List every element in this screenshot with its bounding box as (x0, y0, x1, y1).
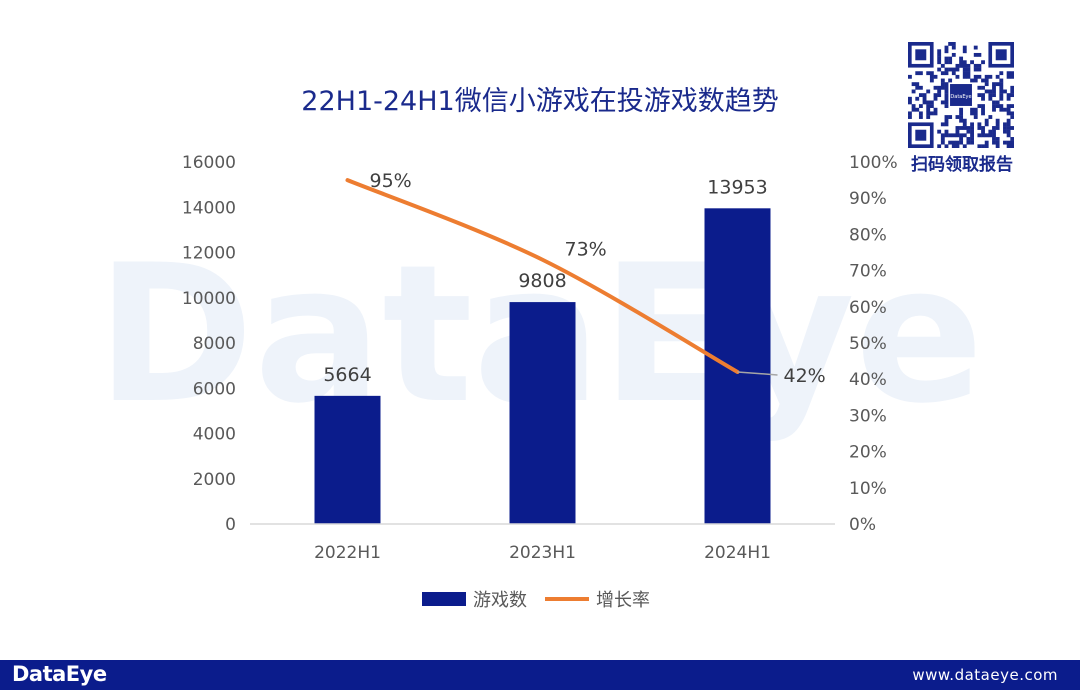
qr-code[interactable]: DataEye (908, 42, 1015, 149)
footer-bar: DataEye www.dataeye.com (0, 660, 1080, 690)
bar-data-label: 13953 (707, 176, 767, 198)
footer-logo: DataEye (12, 662, 107, 686)
y-left-tick-label: 8000 (193, 334, 236, 354)
y-left-tick-label: 14000 (182, 198, 236, 218)
y-right-tick-label: 30% (849, 406, 887, 426)
line-data-label: 95% (370, 170, 412, 192)
y-left-tick-label: 0 (225, 515, 236, 535)
x-tick-label: 2023H1 (509, 543, 576, 563)
bar-data-label: 9808 (518, 270, 566, 292)
y-right-tick-label: 70% (849, 262, 887, 282)
legend-bar-label: 游戏数 (473, 590, 527, 611)
y-right-tick-label: 50% (849, 334, 887, 354)
chart-title: 22H1-24H1微信小游戏在投游戏数趋势 (301, 86, 778, 117)
y-right-tick-label: 20% (849, 443, 887, 463)
legend-line-label: 增长率 (596, 590, 650, 611)
bar-2022H1 (314, 395, 381, 524)
y-right-tick-label: 90% (849, 189, 887, 209)
bar-2023H1 (509, 302, 576, 524)
bar-2024H1 (704, 208, 771, 525)
footer-url[interactable]: www.dataeye.com (912, 666, 1058, 684)
line-data-label: 73% (565, 239, 607, 261)
y-left-tick-label: 16000 (182, 153, 236, 173)
y-right-tick-label: 80% (849, 225, 887, 245)
qr-center-logo: DataEye (950, 94, 971, 100)
legend-bar-swatch (422, 592, 466, 606)
y-left-tick-label: 2000 (193, 470, 236, 490)
y-left-tick-label: 6000 (193, 379, 236, 399)
y-right-tick-label: 0% (849, 515, 876, 535)
y-right-tick-label: 10% (849, 479, 887, 499)
line-data-label: 42% (784, 365, 826, 387)
y-right-tick-label: 60% (849, 298, 887, 318)
line-label-leader (737, 371, 778, 376)
qr-code-image: DataEye (908, 42, 1015, 149)
x-tick-label: 2022H1 (314, 543, 381, 563)
y-right-tick-label: 40% (849, 370, 887, 390)
line-series-growth (345, 178, 740, 374)
x-tick-label: 2024H1 (704, 543, 771, 563)
y-right-tick-label: 100% (849, 153, 898, 173)
chart: DataEye 22H1-24H1微信小游戏在投游戏数趋势 0 2000 4000 600… (96, 86, 983, 611)
y-left-tick-label: 10000 (182, 289, 236, 309)
y-left-tick-label: 12000 (182, 244, 236, 264)
bar-data-label: 5664 (323, 364, 371, 386)
y-left-tick-label: 4000 (193, 425, 236, 445)
qr-label: 扫码领取报告 (911, 155, 1013, 175)
